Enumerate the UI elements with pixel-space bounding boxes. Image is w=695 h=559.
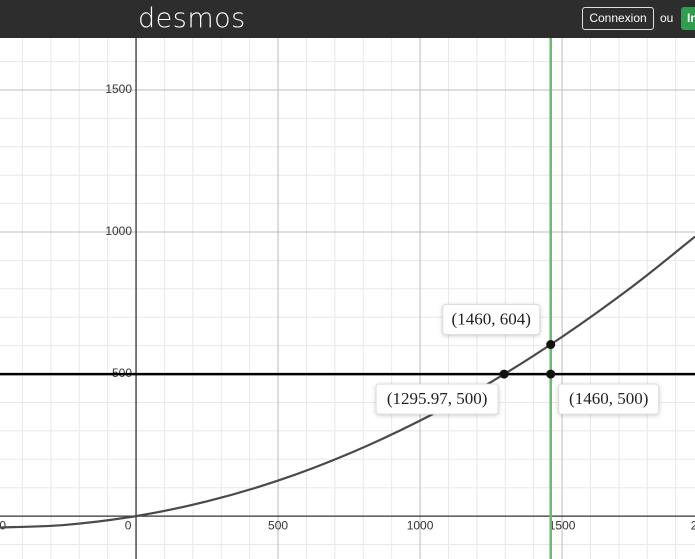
y-tick-label: 1500 (105, 82, 132, 96)
point (546, 340, 556, 350)
x-tick-label: 0 (125, 518, 132, 532)
x-tick-label: 1500 (549, 518, 576, 532)
header: desmos Connexion ou In (0, 0, 695, 38)
x-tick-label: 500 (268, 518, 288, 532)
point (546, 369, 556, 379)
x-tick-label: -500 (0, 518, 6, 532)
label-box (442, 304, 541, 336)
x-tick-label: 2000 (691, 518, 695, 532)
x-tick-label: 1000 (407, 518, 434, 532)
login-button[interactable]: Connexion (582, 7, 654, 30)
label-box (558, 383, 660, 415)
y-tick-label: 1000 (105, 224, 132, 238)
graph: -500050010001500200050010001500(1295.97,… (0, 38, 695, 559)
curve (0, 235, 695, 529)
point-label: (1460, 604) (452, 309, 531, 328)
label-box (375, 383, 499, 415)
logo[interactable]: desmos (138, 3, 246, 34)
point (499, 369, 509, 379)
point-label: (1295.97, 500) (387, 389, 488, 408)
signup-button[interactable]: In (681, 7, 695, 30)
point-label: (1460, 500) (569, 389, 648, 408)
or-text: ou (660, 11, 674, 25)
